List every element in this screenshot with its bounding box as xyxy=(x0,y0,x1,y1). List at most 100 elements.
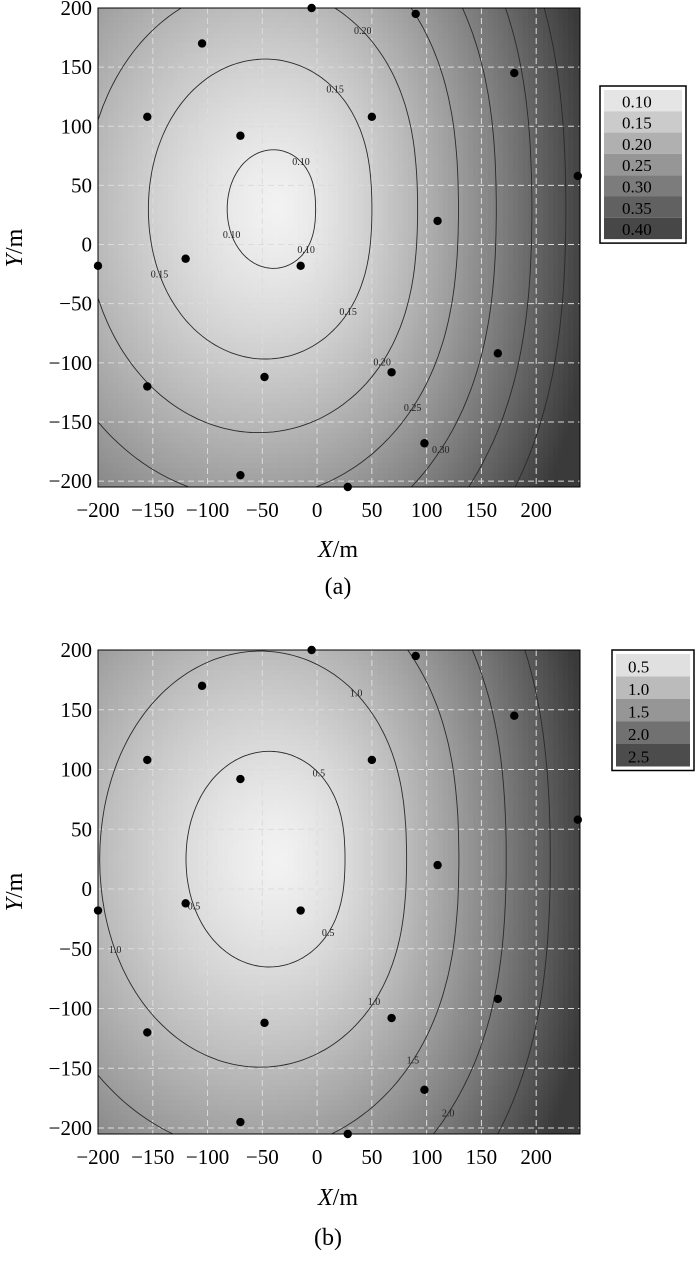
field-cell xyxy=(438,173,444,179)
field-cell xyxy=(398,113,404,119)
field-cell xyxy=(553,178,559,184)
field-cell xyxy=(463,208,469,214)
field-cell xyxy=(188,8,194,14)
field-cell xyxy=(428,258,434,264)
field-cell xyxy=(448,218,454,224)
field-cell xyxy=(113,38,119,44)
field-cell xyxy=(248,38,254,44)
field-cell xyxy=(243,103,249,109)
field-cell xyxy=(303,188,309,194)
field-cell xyxy=(498,128,504,134)
field-cell xyxy=(218,33,224,39)
field-cell xyxy=(158,193,164,199)
field-cell xyxy=(553,258,559,264)
field-cell xyxy=(508,158,514,164)
field-cell xyxy=(198,153,204,159)
field-cell xyxy=(193,183,199,189)
field-cell xyxy=(373,238,379,244)
field-cell xyxy=(413,233,419,239)
field-cell xyxy=(333,138,339,144)
field-cell xyxy=(223,28,229,34)
field-cell xyxy=(343,123,349,129)
field-cell xyxy=(173,248,179,254)
field-cell xyxy=(293,98,299,104)
field-cell xyxy=(538,188,544,194)
field-cell xyxy=(573,23,579,29)
field-cell xyxy=(328,78,334,84)
field-cell xyxy=(573,178,579,184)
field-cell xyxy=(528,173,534,179)
field-cell xyxy=(218,108,224,114)
field-cell xyxy=(318,48,324,54)
field-cell xyxy=(318,138,324,144)
field-cell xyxy=(163,128,169,134)
field-cell xyxy=(383,13,389,19)
field-cell xyxy=(398,48,404,54)
field-cell xyxy=(513,223,519,229)
field-cell xyxy=(218,48,224,54)
field-cell xyxy=(298,88,304,94)
field-cell xyxy=(183,113,189,119)
field-cell xyxy=(213,213,219,219)
field-cell xyxy=(133,193,139,199)
field-cell xyxy=(228,8,234,14)
field-cell xyxy=(148,253,154,259)
field-cell xyxy=(358,133,364,139)
field-cell xyxy=(463,183,469,189)
field-cell xyxy=(453,103,459,109)
field-cell xyxy=(98,208,104,214)
field-cell xyxy=(308,163,314,169)
field-cell xyxy=(468,78,474,84)
field-cell xyxy=(328,153,334,159)
field-cell xyxy=(323,33,329,39)
field-cell xyxy=(288,168,294,174)
field-cell xyxy=(173,158,179,164)
field-cell xyxy=(158,13,164,19)
field-cell xyxy=(458,103,464,109)
field-cell xyxy=(543,258,549,264)
field-cell xyxy=(303,198,309,204)
field-cell xyxy=(338,198,344,204)
field-cell xyxy=(568,223,574,229)
field-cell xyxy=(313,243,319,249)
field-cell xyxy=(438,113,444,119)
field-cell xyxy=(388,93,394,99)
field-cell xyxy=(208,33,214,39)
field-cell xyxy=(278,93,284,99)
field-cell xyxy=(313,133,319,139)
field-cell xyxy=(268,23,274,29)
field-cell xyxy=(203,178,209,184)
field-cell xyxy=(323,113,329,119)
field-cell xyxy=(543,198,549,204)
field-cell xyxy=(158,68,164,74)
field-cell xyxy=(298,103,304,109)
field-cell xyxy=(293,208,299,214)
field-cell xyxy=(253,178,259,184)
field-cell xyxy=(258,118,264,124)
field-cell xyxy=(318,18,324,24)
field-cell xyxy=(573,63,579,69)
field-cell xyxy=(538,213,544,219)
field-cell xyxy=(188,178,194,184)
field-cell xyxy=(228,208,234,214)
field-cell xyxy=(208,133,214,139)
field-cell xyxy=(288,153,294,159)
field-cell xyxy=(328,238,334,244)
field-cell xyxy=(538,218,544,224)
field-cell xyxy=(308,138,314,144)
field-cell xyxy=(433,178,439,184)
field-cell xyxy=(268,68,274,74)
field-cell xyxy=(298,253,304,259)
field-cell xyxy=(318,128,324,134)
field-cell xyxy=(388,8,394,14)
field-cell xyxy=(313,108,319,114)
field-cell xyxy=(258,103,264,109)
field-cell xyxy=(203,63,209,69)
field-cell xyxy=(568,113,574,119)
field-cell xyxy=(163,213,169,219)
field-cell xyxy=(403,128,409,134)
field-cell xyxy=(358,53,364,59)
field-cell xyxy=(403,48,409,54)
field-cell xyxy=(278,223,284,229)
